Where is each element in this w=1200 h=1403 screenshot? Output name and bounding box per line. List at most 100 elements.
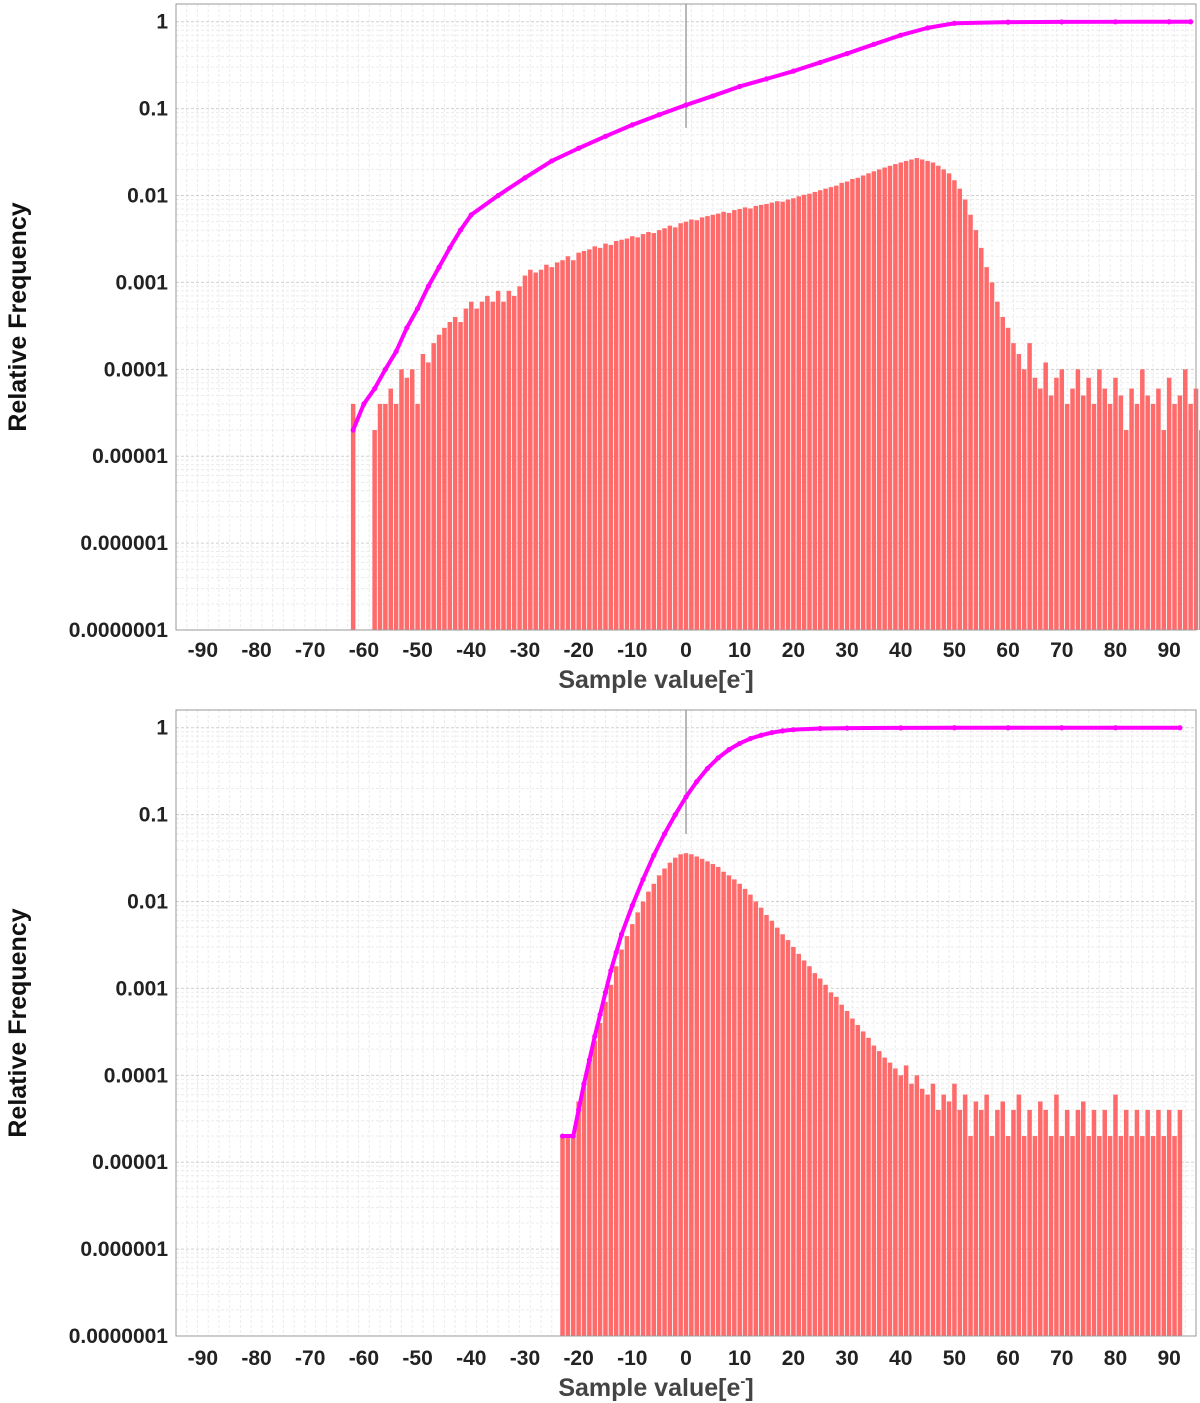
histogram-bar (753, 205, 759, 630)
x-tick-label: -10 (617, 639, 647, 662)
histogram-bar (1123, 1109, 1129, 1336)
histogram-bar (877, 169, 882, 630)
x-tick-label: -20 (563, 639, 593, 662)
histogram-bar (522, 275, 528, 630)
x-tick-label: 60 (996, 639, 1019, 662)
histogram-bar (1188, 403, 1193, 630)
cumulative-point (602, 989, 609, 995)
y-tick-label: 0.000001 (80, 1238, 168, 1261)
histogram-bar (775, 201, 780, 630)
cumulative-point (769, 729, 775, 736)
histogram-bar (1064, 1109, 1070, 1336)
histogram-bar (581, 250, 587, 630)
histogram-bar (1075, 369, 1081, 630)
y-tick-label: 0.0001 (104, 1064, 169, 1087)
y-tick-label: 0.00001 (92, 445, 168, 468)
x-tick-label: -40 (456, 1347, 486, 1370)
histogram-bar (957, 1109, 963, 1336)
x-tick-label: -90 (188, 1347, 218, 1370)
cumulative-point (758, 732, 764, 738)
x-tick-label: 10 (728, 639, 751, 662)
histogram-bar (817, 978, 823, 1336)
histogram-bar (973, 230, 979, 630)
cumulative-point (790, 727, 796, 733)
histogram-bar (930, 1083, 936, 1336)
histogram-bar (834, 185, 839, 631)
histogram-bar (796, 953, 801, 1336)
cumulative-point (576, 145, 582, 151)
histogram-bar (979, 1109, 984, 1336)
x-tick-label: 40 (889, 1347, 912, 1370)
histogram-bar (855, 1024, 861, 1336)
histogram-bar (383, 403, 388, 630)
histogram-bar (737, 883, 742, 1336)
histogram-bar (946, 1101, 952, 1336)
histogram-bar (608, 984, 614, 1336)
cumulative-point (715, 755, 721, 761)
histogram-bar (587, 1060, 592, 1336)
cumulative-point (817, 725, 823, 732)
histogram-bar (592, 1040, 597, 1336)
cumulative-point (447, 245, 453, 251)
histogram-bar (571, 260, 576, 630)
x-tick-label: -70 (295, 1347, 325, 1370)
x-tick-label: -10 (617, 1347, 647, 1370)
histogram-bar (1145, 1109, 1150, 1336)
x-tick-label: -30 (510, 639, 540, 662)
histogram-bar (1113, 377, 1118, 630)
x-tick-label: 30 (835, 1347, 858, 1370)
histogram-bar (791, 946, 796, 1336)
histogram-bar (1134, 1109, 1140, 1336)
histogram-bar (576, 252, 581, 631)
histogram-bar (748, 894, 753, 1336)
histogram-bar (463, 308, 469, 630)
histogram-bar (936, 1109, 941, 1336)
histogram-bar (1183, 369, 1188, 630)
cumulative-point (350, 427, 356, 433)
histogram-bar (1070, 1136, 1075, 1336)
histogram-bar (785, 940, 791, 1336)
histogram-bar (630, 924, 635, 1336)
cumulative-point (694, 778, 700, 785)
histogram-bar (1016, 354, 1022, 630)
histogram-bar (995, 301, 1000, 630)
x-tick-label: 0 (680, 1347, 692, 1370)
histogram-bar (1038, 388, 1043, 630)
x-tick-label: -50 (402, 639, 432, 662)
histogram-bar (1091, 403, 1097, 630)
chart-panel-bottom: -90 -80 -70 -60 -50 -40 -30 -20 -10 0 10 20 30 40 50 60… (4, 709, 1197, 1402)
histogram-bar (1048, 395, 1054, 630)
histogram-bar (801, 194, 807, 630)
cumulative-point (1005, 725, 1011, 731)
histogram-bar (893, 164, 898, 630)
histogram-bar (399, 369, 404, 630)
histogram-bar (538, 269, 544, 630)
histogram-bar (898, 162, 903, 630)
histogram-bar (646, 891, 651, 1336)
cumulative-point (436, 264, 442, 270)
histogram-bar (1021, 1136, 1027, 1336)
cumulative-point (495, 192, 501, 199)
histogram-bar (608, 244, 614, 631)
cumulative-point (618, 931, 625, 937)
histogram-bar (877, 1051, 882, 1336)
histogram-bar (871, 171, 877, 630)
histogram-bar (925, 1094, 930, 1336)
histogram-bar (597, 247, 603, 630)
histogram-bar (834, 996, 839, 1336)
histogram-bar (914, 158, 920, 630)
histogram-bar (350, 403, 356, 630)
cumulative-point (1112, 19, 1119, 25)
histogram-bar (1097, 1136, 1102, 1336)
histogram-bar (1027, 1109, 1032, 1336)
x-tick-label: -80 (241, 1347, 271, 1370)
histogram-bar (866, 173, 871, 631)
cumulative-point (1177, 725, 1183, 731)
histogram-bar (565, 1136, 571, 1336)
cumulative-point (559, 1133, 566, 1139)
cumulative-curve (559, 725, 1183, 1139)
y-tick-label: 0.0000001 (69, 619, 169, 642)
histogram-bar (544, 264, 549, 630)
cumulative-point (629, 902, 635, 909)
chart-panel-top: -90 -80 -70 -60 -50 -40 -30 -20 -10 0 10 20 30 40 50 60… (4, 3, 1200, 694)
